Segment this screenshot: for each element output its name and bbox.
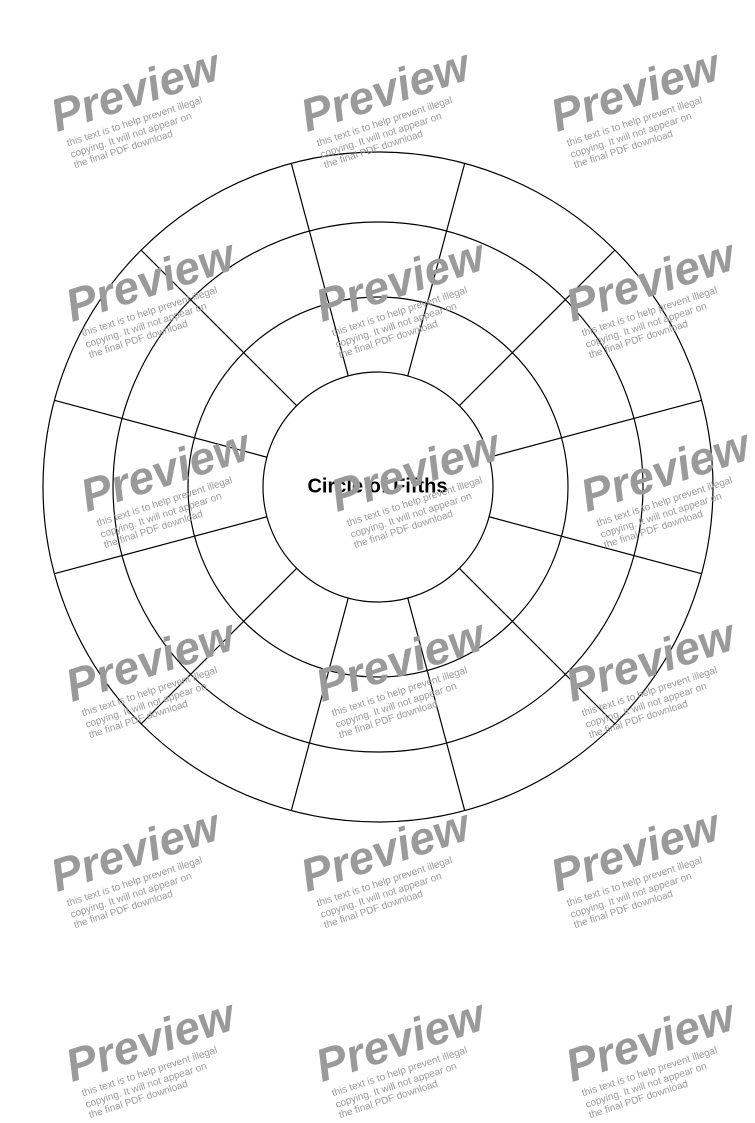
circle-of-fifths-diagram: Circle of Fifths [41,150,715,824]
spoke [54,400,267,457]
spoke [489,400,702,457]
watermark-big-text: Preview [295,41,475,138]
page: Circle of Fifths Preview this text is to … [0,0,755,1068]
watermark-small-text: this text is to help prevent illegalcopy… [316,847,486,932]
preview-watermark: Previewthis text is to help prevent ille… [60,991,251,1123]
spoke [291,598,348,811]
watermark-big-text: Preview [45,41,225,138]
spoke [54,517,267,574]
watermark-big-text: Preview [60,991,240,1088]
spoke [489,517,702,574]
watermark-small-text: this text is to help prevent illegalcopy… [81,1037,251,1122]
preview-watermark: Previewthis text is to help prevent ille… [560,991,751,1123]
preview-watermark: Previewthis text is to help prevent ille… [310,991,501,1123]
spoke [407,598,464,811]
watermark-small-text: this text is to help prevent illegalcopy… [66,847,236,932]
spoke [407,163,464,376]
watermark-small-text: this text is to help prevent illegalcopy… [566,847,736,932]
spoke [291,163,348,376]
watermark-small-text: this text is to help prevent illegalcopy… [331,1037,501,1122]
watermark-big-text: Preview [545,41,725,138]
watermark-big-text: Preview [310,991,490,1088]
watermark-small-text: this text is to help prevent illegalcopy… [581,1037,751,1122]
diagram-center-label: Circle of Fifths [307,476,447,499]
watermark-big-text: Preview [560,991,740,1088]
